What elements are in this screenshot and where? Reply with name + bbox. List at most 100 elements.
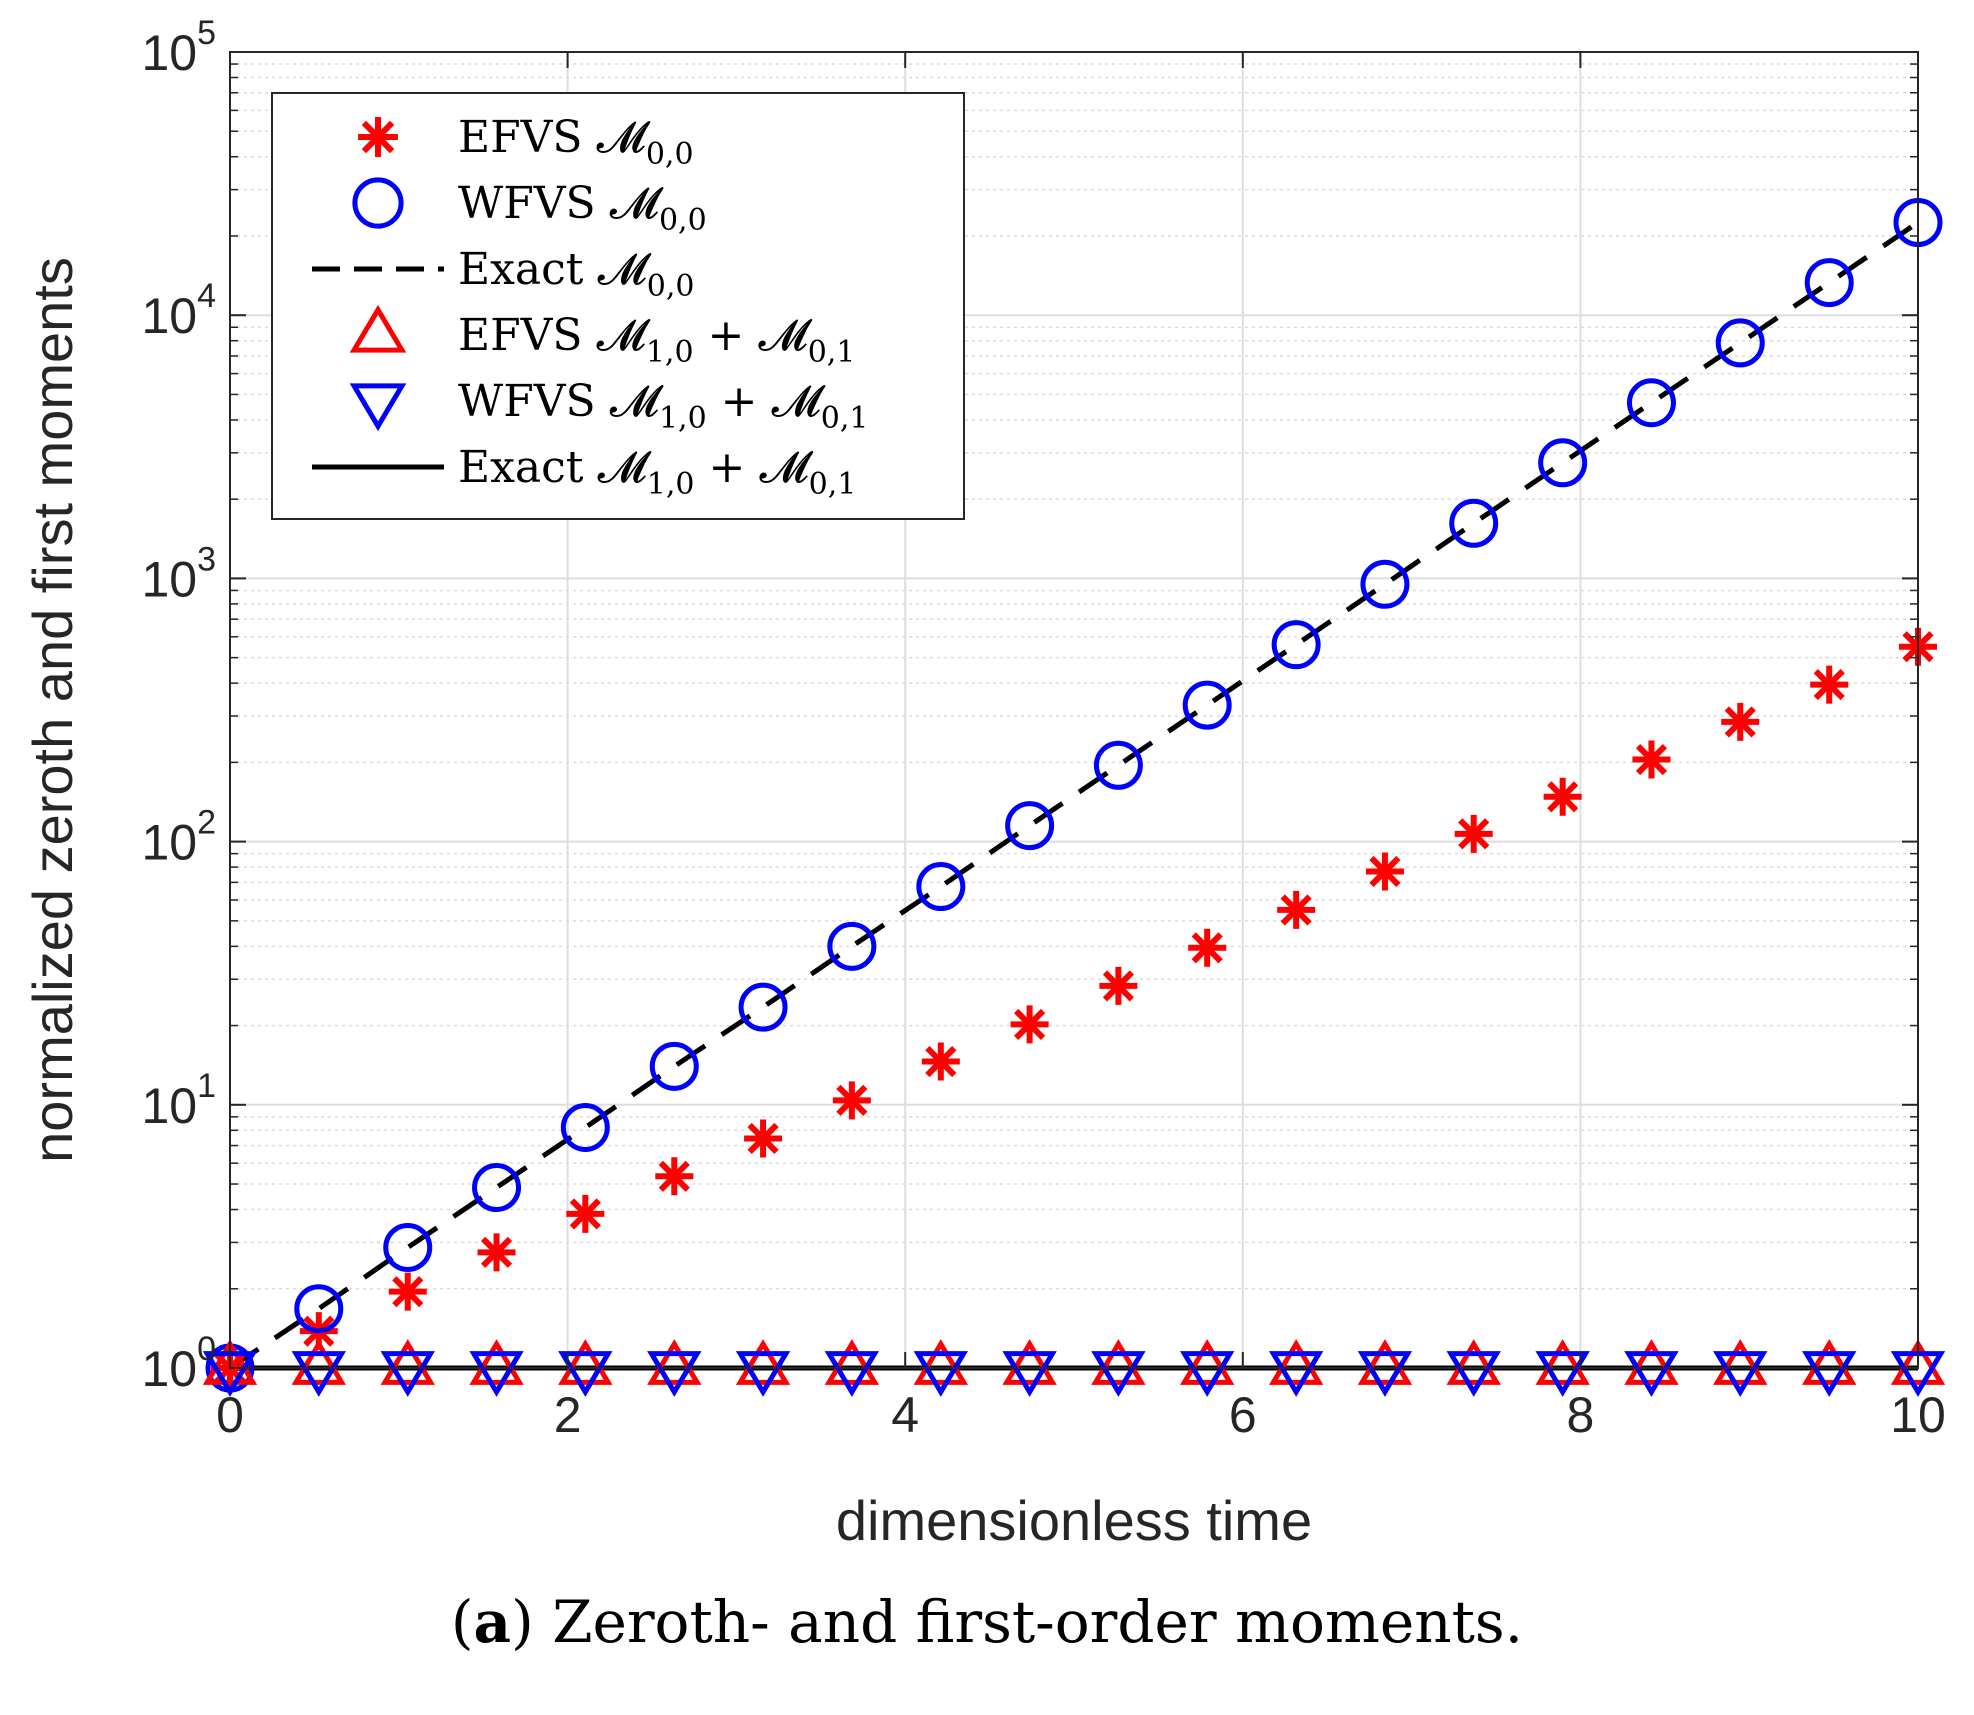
data-point [1446, 1339, 1501, 1385]
legend-marker-swatch [349, 304, 407, 353]
legend-label-main: EFVS 𝓜 [458, 112, 651, 163]
data-point [1624, 1351, 1679, 1397]
legend-label-sub2: 0,1 [808, 335, 856, 370]
legend-label-main: WFVS 𝓜 [458, 376, 664, 427]
data-point [291, 1339, 346, 1385]
y-tick-base: 10 [141, 815, 197, 871]
data-point [472, 1163, 522, 1213]
asterisk-stroke [836, 1084, 868, 1116]
axes-box [229, 51, 1919, 1369]
y-tick-base: 10 [141, 25, 197, 81]
data-point [388, 1272, 427, 1311]
data-point [1365, 852, 1404, 891]
asterisk-stroke [1280, 894, 1312, 926]
legend-entry: EFVS 𝓜0,0 [358, 112, 694, 172]
y-tick-exponent: 1 [197, 1067, 216, 1105]
legend-label: WFVS 𝓜1,0 + 𝓜0,1 [458, 376, 869, 436]
data-point [1277, 890, 1316, 929]
y-tick-base: 10 [141, 1341, 197, 1397]
asterisk-stroke [392, 1276, 424, 1308]
legend-entry: Exact 𝓜1,0 + 𝓜0,1 [312, 442, 856, 502]
legend-label-main: Exact 𝓜 [458, 442, 651, 493]
data-point [1810, 665, 1849, 704]
data-point [1890, 1339, 1946, 1385]
caption-text: Zeroth- and first-order moments. [552, 1588, 1524, 1656]
y-axis-label: normalized zeroth and first moments [21, 257, 84, 1163]
data-point [1271, 620, 1321, 670]
data-point [1268, 1339, 1324, 1385]
x-tick-label: 8 [1566, 1387, 1594, 1443]
data-point [1360, 559, 1410, 609]
data-point [1446, 1351, 1501, 1397]
legend-label-mid: + 𝓜 [694, 310, 813, 361]
legend-label: EFVS 𝓜1,0 + 𝓜0,1 [458, 310, 855, 370]
data-point [1535, 1339, 1590, 1385]
legend-label: Exact 𝓜0,0 [458, 244, 694, 304]
data-point [1357, 1339, 1413, 1385]
data-point [383, 1222, 433, 1272]
asterisk-stroke [1635, 743, 1668, 776]
data-point [1002, 1351, 1057, 1397]
data-point [735, 1351, 791, 1397]
data-point [1632, 740, 1671, 779]
data-point [744, 1119, 783, 1158]
data-point [1624, 1339, 1679, 1385]
y-tick-label: 103 [141, 540, 216, 607]
y-tick-exponent: 4 [197, 277, 216, 315]
y-tick-label: 105 [141, 14, 216, 81]
legend-label: EFVS 𝓜0,0 [458, 112, 694, 172]
x-axis-label: dimensionless time [836, 1489, 1312, 1552]
data-point [1454, 814, 1493, 853]
data-point [294, 1284, 344, 1334]
asterisk-stroke [1458, 818, 1490, 850]
legend-entry: WFVS 𝓜0,0 [352, 177, 707, 238]
data-point [735, 1339, 791, 1385]
data-point [1449, 498, 1499, 548]
asterisk-stroke [1102, 970, 1134, 1002]
asterisk-stroke [658, 1160, 690, 1192]
y-tick-base: 10 [141, 1078, 197, 1134]
legend-label-main: Exact 𝓜 [458, 244, 651, 295]
data-point [1715, 318, 1765, 368]
data-point [1538, 438, 1588, 488]
asterisk-stroke [1813, 669, 1845, 701]
y-tick-label: 101 [141, 1067, 216, 1134]
asterisk-stroke [1547, 781, 1579, 813]
x-tick-label: 4 [891, 1387, 919, 1443]
series-line [228, 220, 1920, 1371]
asterisk-stroke [925, 1045, 957, 1078]
legend-label-sub: 0,0 [647, 269, 695, 304]
data-point [469, 1351, 524, 1397]
legend-entry: EFVS 𝓜1,0 + 𝓜0,1 [349, 304, 855, 370]
legend-marker-swatch [358, 117, 398, 157]
legend-label: Exact 𝓜1,0 + 𝓜0,1 [458, 442, 856, 502]
data-point [1535, 1351, 1590, 1397]
data-point [469, 1339, 524, 1385]
series-efvs-m0-0 [211, 627, 1937, 1387]
data-point [380, 1351, 435, 1397]
data-point [1802, 1351, 1857, 1397]
data-point [824, 1351, 880, 1397]
asterisk-stroke [361, 120, 395, 154]
data-point [647, 1351, 702, 1397]
data-point [1099, 966, 1138, 1005]
data-point [1804, 258, 1854, 308]
asterisk-stroke [480, 1236, 513, 1268]
legend-label-mid: + 𝓜 [707, 376, 826, 427]
asterisk-stroke [1369, 855, 1401, 888]
legend-label-sub: 1,0 [646, 335, 694, 370]
legend-box [271, 92, 965, 520]
data-point [558, 1351, 613, 1397]
x-tick-label: 6 [1229, 1387, 1257, 1443]
series-wfvs-m1-0-m0-1 [202, 1351, 1946, 1397]
data-point [1179, 1351, 1235, 1397]
asterisk-stroke [1191, 932, 1223, 964]
data-point [1182, 680, 1232, 730]
legend-marker-swatch [349, 383, 407, 432]
y-tick-exponent: 0 [197, 1330, 216, 1368]
legend-label-sub2: 0,1 [809, 467, 857, 502]
legend-label-main: WFVS 𝓜 [458, 178, 664, 229]
asterisk-stroke [747, 1122, 779, 1155]
figure-caption: (a) Zeroth- and first-order moments. [450, 1588, 1524, 1656]
